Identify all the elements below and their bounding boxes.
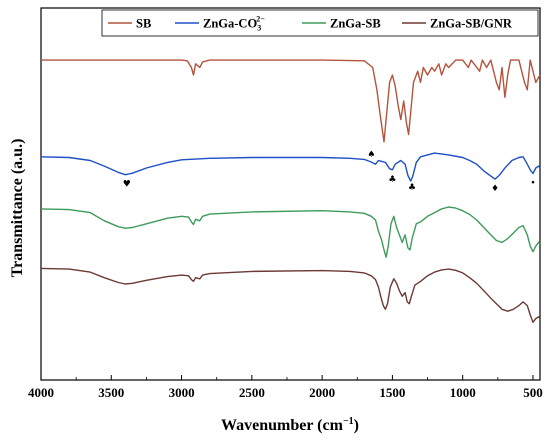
x-axis-title: Wavenumber (cm−1) — [221, 416, 359, 434]
x-tick-label: 1500 — [379, 385, 405, 400]
x-tick-label: 2500 — [239, 385, 265, 400]
series-line-3 — [40, 267, 541, 323]
marker-layer: ♥ ♠ ♣ ♣ ♦ • — [123, 150, 536, 194]
peak-marker: ♦ — [491, 184, 499, 194]
legend-label: ZnGa-SB/GNR — [430, 17, 513, 31]
x-tick-label: 500 — [523, 385, 543, 400]
x-tick-label: 3000 — [169, 385, 195, 400]
series-line-1 — [40, 152, 541, 182]
legend-label: ZnGa-CO32− — [203, 15, 265, 33]
x-tick-label: 3500 — [98, 385, 124, 400]
peak-marker: • — [530, 179, 535, 189]
series-line-0 — [41, 59, 541, 143]
x-axis-title-main: Wavenumber (cm — [221, 417, 344, 434]
series-line-2 — [40, 206, 541, 258]
axis-layer: 4000 3500 3000 2500 2000 1500 1000 500 — [28, 375, 543, 400]
legend-label: ZnGa-SB — [330, 17, 381, 31]
peak-marker: ♣ — [388, 175, 396, 185]
y-axis-title: Transmittance (a.u.) — [9, 139, 26, 278]
peak-marker: ♥ — [123, 179, 131, 189]
x-tick-label: 1000 — [450, 385, 476, 400]
x-tick-label: 4000 — [28, 385, 54, 400]
peak-marker: ♠ — [367, 150, 375, 160]
series-layer — [40, 59, 541, 323]
x-axis-title-suffix: ) — [354, 417, 359, 434]
plot-area — [40, 7, 541, 381]
peak-marker: ♣ — [408, 183, 416, 193]
legend-label: SB — [136, 17, 151, 31]
plot-frame — [40, 7, 541, 381]
x-tick-label: 2000 — [309, 385, 335, 400]
legend: SB ZnGa-CO32− ZnGa-SB ZnGa-SB/GNR — [101, 9, 539, 37]
x-axis-title-exponent: −1 — [343, 416, 354, 427]
